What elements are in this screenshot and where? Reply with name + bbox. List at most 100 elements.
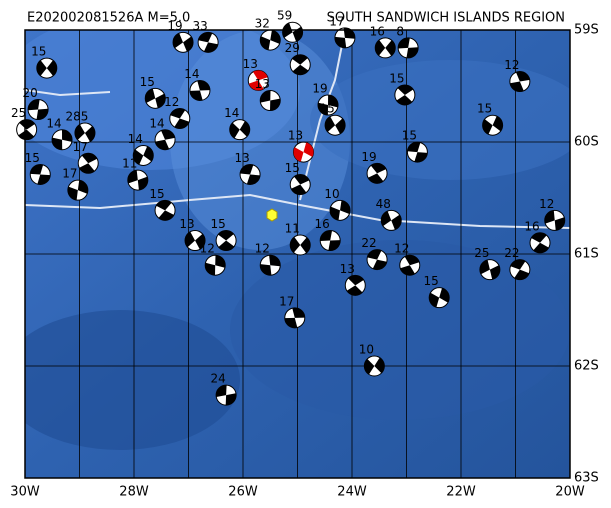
depth-label: 14 [128,132,143,146]
beachball-quadrant [30,164,44,175]
beachball-quadrant [36,60,47,76]
beachball-quadrant [84,126,96,142]
beachball-quadrant [190,90,203,101]
focal-mechanism [479,259,501,281]
beachball-quadrant [216,385,227,397]
beachball-quadrant [284,317,298,328]
lon-tick-label: 20W [555,485,585,500]
depth-label: 15 [140,75,155,89]
beachball-quadrant [375,40,386,56]
depth-label: 48 [376,197,391,211]
beachball-quadrant [46,60,57,76]
depth-label: 22 [361,236,376,250]
beachball-quadrant [260,264,272,276]
beachball-quadrant [429,292,440,308]
beachball-quadrant [183,36,194,52]
depth-label: 15 [31,45,46,59]
beachball-quadrant [554,217,565,231]
focal-mechanism [509,71,531,93]
beachball-quadrant [269,255,281,267]
beachball-quadrant [218,240,235,251]
focal-mechanism [289,54,311,76]
depth-label: 12 [539,197,554,211]
focal-mechanism [189,79,211,101]
focal-mechanism [239,163,261,185]
beachball-quadrant [398,37,410,49]
focal-mechanism [344,274,366,296]
beachball-quadrant [328,240,341,251]
depth-label: 17 [73,140,88,154]
beachball-quadrant [391,214,402,230]
beachball-quadrant [533,242,549,253]
beachball-quadrant [218,230,234,241]
focal-mechanism [289,174,311,196]
beachball-quadrant [253,70,268,81]
depth-label: 14 [149,116,164,130]
beachball-quadrant [28,99,40,111]
beachball-quadrant [225,393,237,406]
beachball-quadrant [372,259,387,270]
focal-mechanism [259,90,281,112]
beachball-quadrant [37,174,51,185]
plate-boundary [25,89,111,97]
beachball-quadrant [246,174,260,185]
beachball-quadrant [133,149,144,165]
beachball-quadrant [260,90,271,103]
beachball-quadrant [293,147,304,162]
depth-label: 32 [255,17,270,31]
depth-label: 15 [25,151,40,165]
depth-label: 13 [234,151,249,165]
focal-mechanism [406,141,428,163]
depth-label: 59 [277,9,292,23]
beachball-quadrant [62,129,73,142]
depth-label: 15 [285,161,300,175]
beachball-quadrant [335,118,346,134]
beachball-quadrant [516,71,530,82]
beachball-quadrant [479,260,490,275]
beachball-quadrant [414,152,428,163]
beachball-quadrant [270,98,281,111]
lon-tick-label: 22W [446,485,476,500]
beachball-quadrant [19,119,35,130]
beachball-quadrant [195,233,206,250]
lat-tick-label: 61S [574,247,599,262]
depth-label: 16 [370,24,385,38]
beachball-quadrant [67,186,78,201]
depth-label: 13 [255,77,270,91]
depth-label: 8 [396,24,404,38]
focal-mechanism [172,31,194,53]
depth-label: 17 [279,294,294,308]
depth-label: 15 [149,187,164,201]
depth-label: 10 [359,343,374,357]
beachball-quadrant [329,206,341,221]
lon-tick-label: 28W [119,485,149,500]
beachball-quadrant [215,255,226,268]
depth-label: 10 [324,187,339,201]
map-frame [24,29,571,479]
depth-label: 17 [62,167,77,181]
plate-boundary [25,193,570,229]
lat-tick-label: 63S [574,471,599,486]
depth-label: 15 [477,102,492,116]
beachball-quadrant [364,358,375,375]
beachball-quadrant [439,288,450,303]
depth-label: 25 [474,246,489,260]
depth-label: 15 [319,102,334,116]
focal-mechanism [29,163,51,185]
beachball-quadrant [370,163,387,174]
beachball-quadrant [318,102,329,115]
beachball-quadrant [127,170,138,184]
lon-tick-label: 30W [10,485,40,500]
lon-tick-label: 26W [228,485,258,500]
beachball-quadrant [292,64,309,75]
depth-label: 12 [504,58,519,72]
beachball-quadrant [155,93,166,108]
depth-label: 12 [164,95,179,109]
depth-label: 16 [524,219,539,233]
beachball-quadrant [544,210,555,224]
focal-mechanism [394,84,416,106]
beachball-quadrant [482,119,493,135]
beachball-quadrant [396,94,413,105]
beachball-quadrant [489,265,500,280]
